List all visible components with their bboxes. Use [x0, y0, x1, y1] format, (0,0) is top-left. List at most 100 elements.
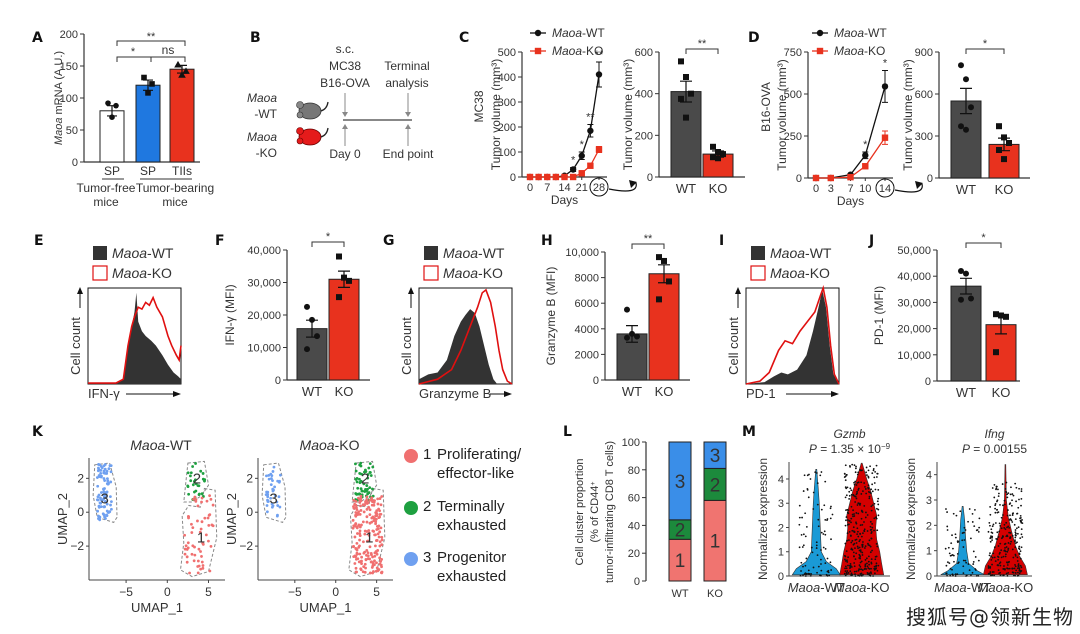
C-line-point-ko	[535, 173, 542, 181]
A-data-point	[105, 100, 111, 106]
C-line-point-wt	[578, 152, 585, 159]
M-Ifng-jitter-point	[1015, 527, 1018, 530]
K-WT-point-cluster-3	[103, 494, 107, 498]
M-Ifng-jitter-point	[968, 508, 971, 510]
K-KO-point-cluster-1	[377, 516, 381, 520]
K-WT-y-tick-label: −2	[70, 539, 84, 553]
M-Gzmb-jitter-point	[819, 574, 821, 577]
M-Ifng-jitter-point	[1014, 565, 1017, 568]
M-Gzmb-jitter-point	[843, 572, 846, 575]
cluster-3-num: 3	[423, 549, 432, 566]
M-Ifng-jitter-point	[989, 524, 991, 527]
M-Ifng-jitter-point	[990, 528, 993, 531]
K-KO-point-cluster-3	[270, 477, 273, 480]
F-sig-bracket	[311, 241, 345, 247]
K-KO-point-cluster-1	[367, 533, 371, 537]
M-Gzmb-jitter-point	[808, 573, 811, 575]
M-Gzmb-jitter-point	[849, 564, 852, 567]
M-Ifng-jitter-point	[974, 509, 976, 511]
M-Gzmb-jitter-point	[859, 561, 862, 564]
F-data-point	[336, 253, 342, 260]
M-Gzmb-jitter-point	[845, 473, 848, 476]
M-Gzmb-jitter-point	[853, 481, 855, 484]
K-KO-point-cluster-1	[379, 560, 383, 563]
M-Gzmb-jitter-point	[851, 513, 854, 516]
M-Ifng-jitter-point	[964, 529, 967, 531]
M-Gzmb-jitter-point	[867, 469, 870, 472]
M-Ifng-jitter-point	[1018, 552, 1021, 555]
M-Gzmb-jitter-point	[868, 563, 871, 566]
J-y-tick-label: 30,000	[897, 297, 931, 309]
M-Ifng-jitter-point	[989, 513, 992, 516]
C-line-line-wt	[530, 74, 600, 178]
M-Ifng-jitter-point	[1006, 550, 1009, 553]
watermark: 搜狐号@领新生物	[906, 605, 1074, 629]
A-sig-bracket	[116, 40, 186, 46]
K-KO-point-cluster-1	[380, 538, 384, 542]
K-WT-point-cluster-1	[207, 539, 210, 543]
M-Gzmb-jitter-point	[817, 525, 820, 528]
M-Gzmb-jitter-point	[859, 538, 861, 541]
M-Gzmb-jitter-point	[820, 558, 822, 561]
cluster-1-dot-icon	[404, 449, 418, 463]
C-line-point-ko	[526, 173, 534, 181]
J-y-tick-label: 10,000	[897, 350, 931, 362]
M-Ifng-jitter-point	[994, 507, 997, 510]
M-Gzmb-jitter-point	[864, 516, 867, 519]
cluster-1-line2: effector-like	[437, 465, 515, 482]
K-KO-point-cluster-1	[365, 515, 369, 519]
E-legend-wt-swatch	[93, 246, 107, 260]
K-KO-point-cluster-1	[352, 498, 356, 502]
K-WT-point-cluster-1	[197, 564, 201, 568]
M-Ifng-jitter-point	[1006, 574, 1009, 577]
M-Ifng-jitter-point	[965, 561, 968, 564]
cluster-2-dot-icon	[404, 501, 418, 515]
K-KO-point-cluster-2	[365, 484, 369, 487]
K-WT-y-label: UMAP_2	[55, 493, 70, 545]
K-KO-point-cluster-3	[270, 474, 274, 478]
K-KO-point-cluster-3	[273, 485, 277, 489]
K-WT-point-cluster-3	[97, 463, 100, 466]
M-Ifng-jitter-point	[972, 563, 975, 565]
M-Gzmb-jitter-point	[844, 524, 847, 527]
M-Ifng-jitter-point	[1021, 519, 1023, 521]
M-Ifng-jitter-point	[991, 487, 994, 489]
M-Ifng-jitter-point	[971, 571, 974, 574]
K-KO-point-cluster-1	[362, 565, 366, 569]
M-Ifng-jitter-point	[991, 536, 993, 539]
M-Ifng-jitter-point	[946, 574, 948, 577]
M-Gzmb-jitter-point	[852, 509, 855, 512]
M-Gzmb-jitter-point	[859, 524, 862, 527]
M-Gzmb-jitter-point	[863, 528, 866, 531]
K-KO-point-cluster-1	[352, 505, 355, 508]
C-line-y-label: Tumor volume (mm³)	[489, 59, 503, 171]
M-Gzmb-jitter-point	[798, 523, 801, 526]
M-Gzmb-jitter-point	[823, 530, 826, 533]
M-Gzmb-jitter-point	[856, 490, 859, 493]
F-data-point	[304, 303, 310, 310]
M-Ifng-jitter-point	[971, 521, 974, 523]
M-Ifng-jitter-point	[1011, 499, 1013, 502]
G-ko-histogram	[418, 288, 513, 385]
M-Ifng-jitter-point	[987, 530, 990, 533]
K-KO-point-cluster-1	[368, 571, 372, 575]
M-Ifng-jitter-point	[991, 571, 994, 573]
M-Ifng-jitter-point	[1020, 504, 1022, 507]
M-Gzmb-jitter-point	[801, 546, 804, 548]
M-Ifng-jitter-point	[954, 573, 957, 576]
K-KO-point-cluster-1	[373, 554, 377, 558]
D-bar-sig-bracket	[965, 48, 1005, 54]
D-line-highlight-circle	[875, 178, 895, 198]
M-Gzmb-jitter-point	[849, 465, 851, 468]
K-WT-point-cluster-3	[96, 498, 100, 502]
M-Ifng-jitter-point	[978, 517, 981, 520]
F-data-point	[341, 274, 347, 281]
M-Ifng-jitter-point	[1002, 574, 1005, 577]
M-Ifng-jitter-point	[1014, 482, 1017, 485]
L-segment-label: 2	[675, 521, 686, 542]
M-Gzmb-jitter-point	[852, 494, 855, 497]
K-KO-point-cluster-1	[374, 520, 378, 524]
K-KO-point-cluster-1	[362, 540, 365, 544]
M-Gzmb-jitter-point	[850, 493, 853, 496]
K-WT-point-cluster-3	[98, 501, 102, 505]
